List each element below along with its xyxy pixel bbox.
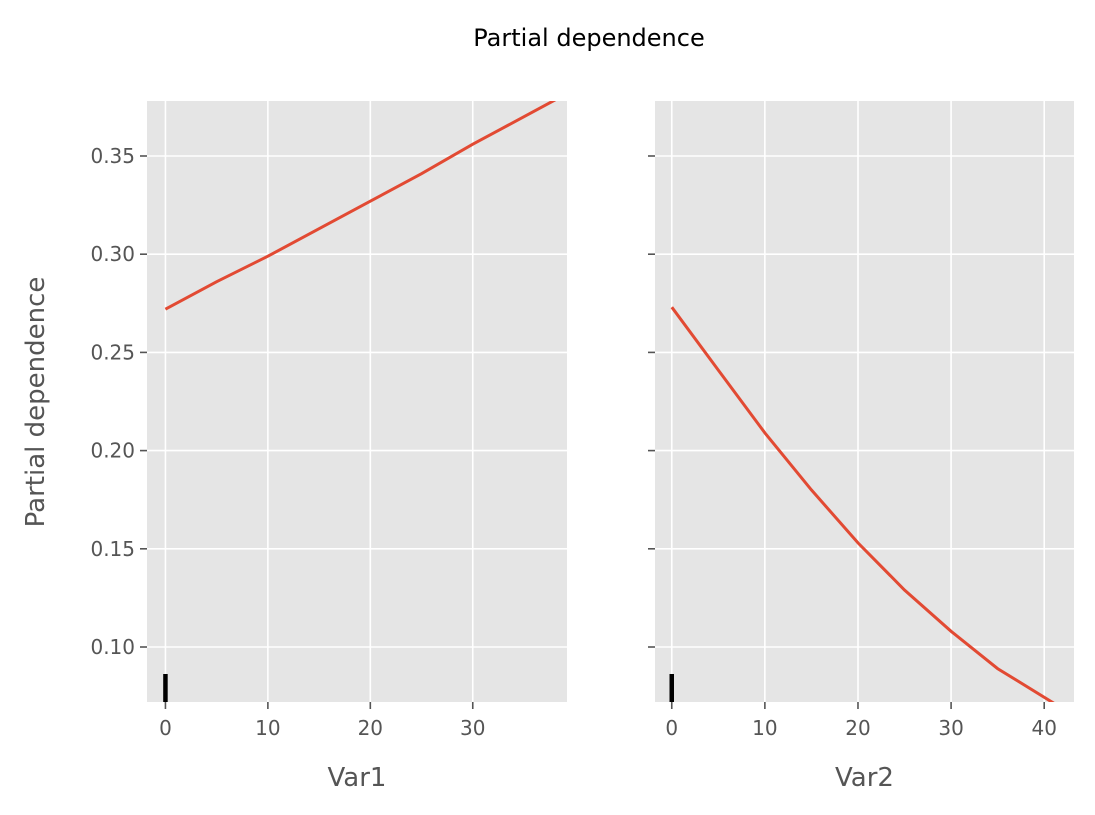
plot-area (147, 101, 567, 702)
y-tick-label: 0.15 (90, 537, 135, 561)
x-tick-label: 30 (460, 716, 485, 740)
x-tick-label: 20 (845, 716, 870, 740)
y-tick-label: 0.20 (90, 439, 135, 463)
y-tick-label: 0.35 (90, 144, 135, 168)
panel-var1: 0 10 20 30 0.10 0.15 0.20 0.25 0.30 0.35 Var1 (90, 101, 567, 793)
x-axis-label: Var2 (835, 763, 894, 793)
series-line (164, 101, 557, 311)
x-tick-label: 0 (665, 716, 678, 740)
x-tick-label: 30 (938, 716, 963, 740)
plot-area (655, 101, 1074, 702)
x-tick-label: 10 (752, 716, 777, 740)
figure-title: Partial dependence (473, 24, 704, 52)
x-tick-label: 20 (358, 716, 383, 740)
x-tick-label: 40 (1031, 716, 1056, 740)
x-tick-label: 0 (159, 716, 172, 740)
panel-var2: 0 10 20 30 40 Var2 (648, 101, 1074, 793)
y-axis-label: Partial dependence (21, 277, 51, 528)
y-tick-label: 0.30 (90, 242, 135, 266)
x-axis-label: Var1 (328, 763, 387, 793)
y-tick-label: 0.25 (90, 340, 135, 364)
y-tick-label: 0.10 (90, 635, 135, 659)
series-line (670, 306, 1055, 702)
x-tick-label: 10 (255, 716, 280, 740)
